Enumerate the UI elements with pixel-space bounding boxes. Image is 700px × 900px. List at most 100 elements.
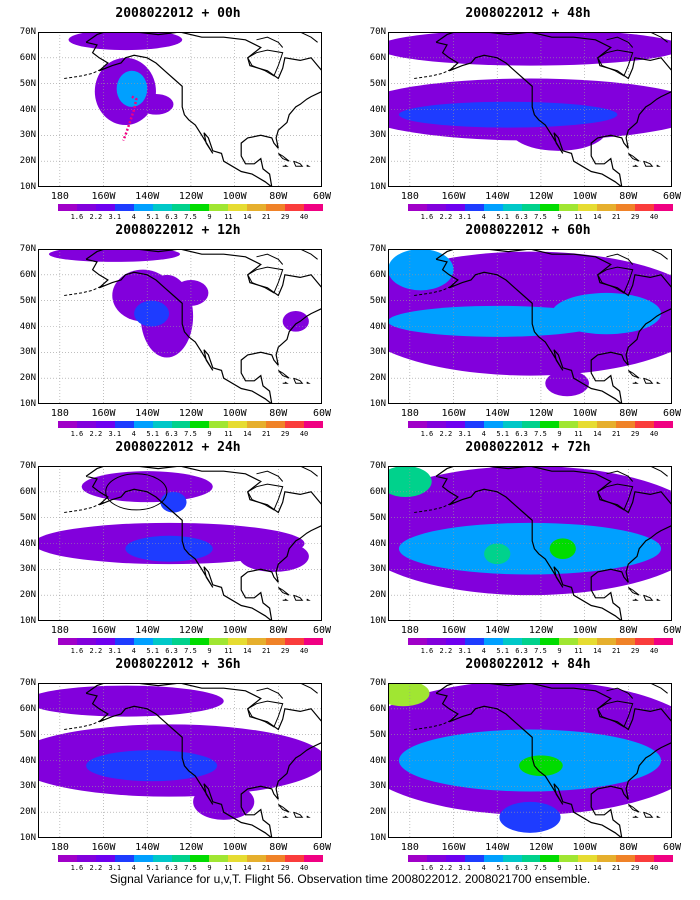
colorbar-tick-label: 1.6 (70, 430, 84, 438)
colorbar-swatch (114, 204, 134, 211)
colorbar-tick-label: 29 (280, 647, 290, 655)
colorbar-swatch (540, 421, 560, 428)
coastline (627, 369, 640, 379)
coastline (282, 598, 289, 601)
lon-tick-label: 180 (400, 408, 419, 419)
colorbar-tick-label: 3.1 (458, 864, 472, 872)
colorbar-tick-label: 40 (299, 430, 309, 438)
lon-tick-label: 80W (269, 191, 288, 202)
coastline (256, 470, 284, 482)
colorbar-swatch (445, 855, 465, 862)
lon-tick-label: 180 (50, 408, 69, 419)
lat-tick-label: 50N (369, 295, 386, 306)
lon-tick-label: 100W (572, 625, 597, 636)
colorbar-tick-label: 6.3 (165, 647, 178, 655)
colorbar-tick-label: 6.3 (165, 213, 178, 221)
lon-tick-label: 60W (312, 191, 332, 202)
colorbar-tick-label: 7.5 (534, 864, 547, 872)
map-area (388, 32, 672, 187)
colorbar-swatch (266, 421, 286, 428)
variance-region (173, 280, 209, 306)
colorbar-swatch (58, 421, 77, 428)
colorbar-tick-label: 40 (299, 864, 309, 872)
coastline (597, 49, 634, 77)
lon-tick-label: 60W (662, 625, 682, 636)
coastline (435, 466, 672, 621)
colorbar-swatch (559, 421, 579, 428)
map-panel-48h: 2008022012 + 48h 70N 60N 50N 40N 30N 20N 10N 180… (358, 0, 688, 221)
lon-tick-label: 180 (50, 625, 69, 636)
lon-tick-label: 100W (222, 191, 247, 202)
colorbar-swatch (521, 421, 541, 428)
lon-tick-label: 160W (441, 408, 466, 419)
colorbar-tick-label: 11 (574, 430, 583, 438)
colorbar-tick-label: 5.1 (146, 430, 159, 438)
colorbar-swatch (152, 421, 172, 428)
coastline (597, 700, 634, 728)
lat-tick-label: 10N (369, 833, 386, 843)
colorbar-tick-label: 14 (593, 647, 602, 655)
colorbar-tick-label: 4 (131, 864, 136, 872)
lat-tick-label: 10N (19, 833, 36, 843)
map-panel-72h: 2008022012 + 72h 70N 60N 50N 40N 30N 20N 10N 180… (358, 434, 688, 655)
panel-title: 2008022012 + 72h (465, 440, 591, 455)
lon-tick-label: 160W (91, 408, 116, 419)
colorbar-swatch (559, 638, 579, 645)
colorbar-tick-label: 9 (207, 430, 212, 438)
lat-tick-label: 40N (369, 538, 386, 549)
lat-tick-label: 40N (369, 755, 386, 766)
lat-tick-label: 20N (19, 807, 36, 818)
coastline (64, 67, 104, 79)
lat-tick-label: 50N (369, 78, 386, 89)
lon-tick-label: 180 (400, 842, 419, 853)
colorbar-tick-label: 4 (481, 213, 486, 221)
colorbar-tick-label: 3.1 (108, 213, 122, 221)
colorbar-tick-label: 7.5 (534, 647, 547, 655)
colorbar-swatch (464, 421, 484, 428)
lat-tick-label: 60N (369, 486, 386, 497)
lon-tick-label: 140W (485, 191, 510, 202)
colorbar-swatch (303, 421, 323, 428)
colorbar-swatch (521, 204, 541, 211)
colorbar-swatch (114, 855, 134, 862)
coastline (627, 152, 640, 162)
colorbar-tick-label: 4 (481, 864, 486, 872)
colorbar-tick-label: 29 (280, 213, 290, 221)
coastline (85, 32, 322, 187)
colorbar-swatch (653, 421, 673, 428)
colorbar-swatch (228, 204, 248, 211)
colorbar-tick-label: 1.6 (70, 864, 84, 872)
colorbar-swatch (95, 638, 115, 645)
lat-tick-label: 70N (369, 244, 386, 254)
colorbar-tick-label: 3.1 (458, 213, 472, 221)
lon-tick-label: 140W (485, 625, 510, 636)
colorbar-tick-label: 2.2 (89, 864, 103, 872)
variance-region (134, 300, 170, 327)
colorbar-swatch (408, 421, 427, 428)
lon-tick-label: 180 (400, 625, 419, 636)
colorbar-tick-label: 29 (280, 864, 290, 872)
colorbar-swatch (133, 421, 153, 428)
colorbar-swatch (502, 421, 522, 428)
coastline (632, 815, 639, 818)
map-panel-12h: 2008022012 + 12h 70N 60N 50N 40N 30N 20N 10N 180… (8, 217, 338, 438)
colorbar-swatch (247, 855, 267, 862)
coastline (299, 249, 318, 260)
colorbar-swatch (445, 638, 465, 645)
colorbar-swatch (190, 204, 210, 211)
colorbar-swatch (464, 855, 484, 862)
colorbar-tick-label: 6.3 (515, 430, 528, 438)
colorbar-swatch (616, 638, 636, 645)
colorbar-tick-label: 5.1 (146, 647, 159, 655)
variance-region (160, 491, 187, 513)
lat-tick-label: 60N (369, 52, 386, 63)
colorbar-swatch (540, 855, 560, 862)
figure-caption: Signal Variance for u,v,T. Flight 56. Ob… (109, 872, 591, 886)
colorbar-swatch (502, 204, 522, 211)
lon-tick-label: 60W (662, 191, 682, 202)
lon-tick-label: 180 (50, 842, 69, 853)
colorbar-tick-label: 21 (611, 864, 621, 872)
colorbar-tick-label: 29 (630, 864, 640, 872)
colorbar-tick-label: 21 (261, 430, 271, 438)
colorbar-swatch (635, 421, 654, 428)
